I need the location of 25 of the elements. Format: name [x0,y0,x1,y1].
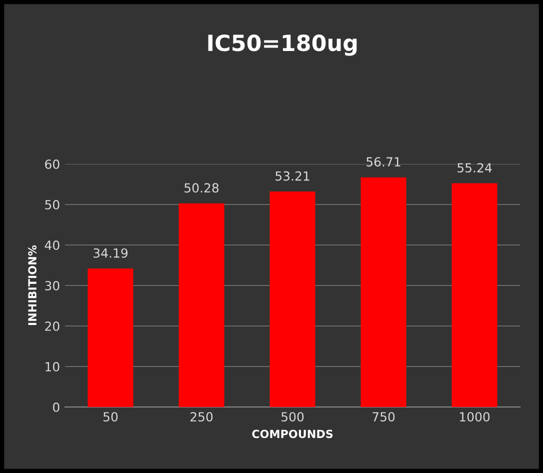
y-tick-label: 0 [53,402,60,412]
data-label: 34.19 [94,248,128,258]
y-tick-label: 20 [45,321,60,331]
chart-title: IC50=180ug [208,34,357,56]
y-axis-title: INHIBITION% [28,245,37,326]
bar [178,203,224,407]
bar [88,268,134,407]
y-tick-label: 10 [46,362,60,372]
x-tick-label: 1000 [460,412,490,422]
bar [270,192,316,407]
y-tick-label: 60 [45,159,60,169]
y-tick-label: 50 [45,200,60,210]
y-tick-label: 40 [44,240,60,250]
y-tick-label: 30 [45,280,60,290]
bar [360,177,406,407]
bar [452,183,498,407]
data-label: 56.71 [366,157,400,167]
data-label: 53.21 [276,171,310,181]
x-tick-label: 500 [282,412,304,422]
x-axis-title: COMPOUNDS [252,430,333,438]
x-tick-label: 750 [372,412,395,422]
data-label: 55.24 [458,163,492,173]
x-tick-label: 50 [104,412,118,422]
x-tick-label: 250 [190,412,213,422]
data-label: 50.28 [184,183,219,193]
